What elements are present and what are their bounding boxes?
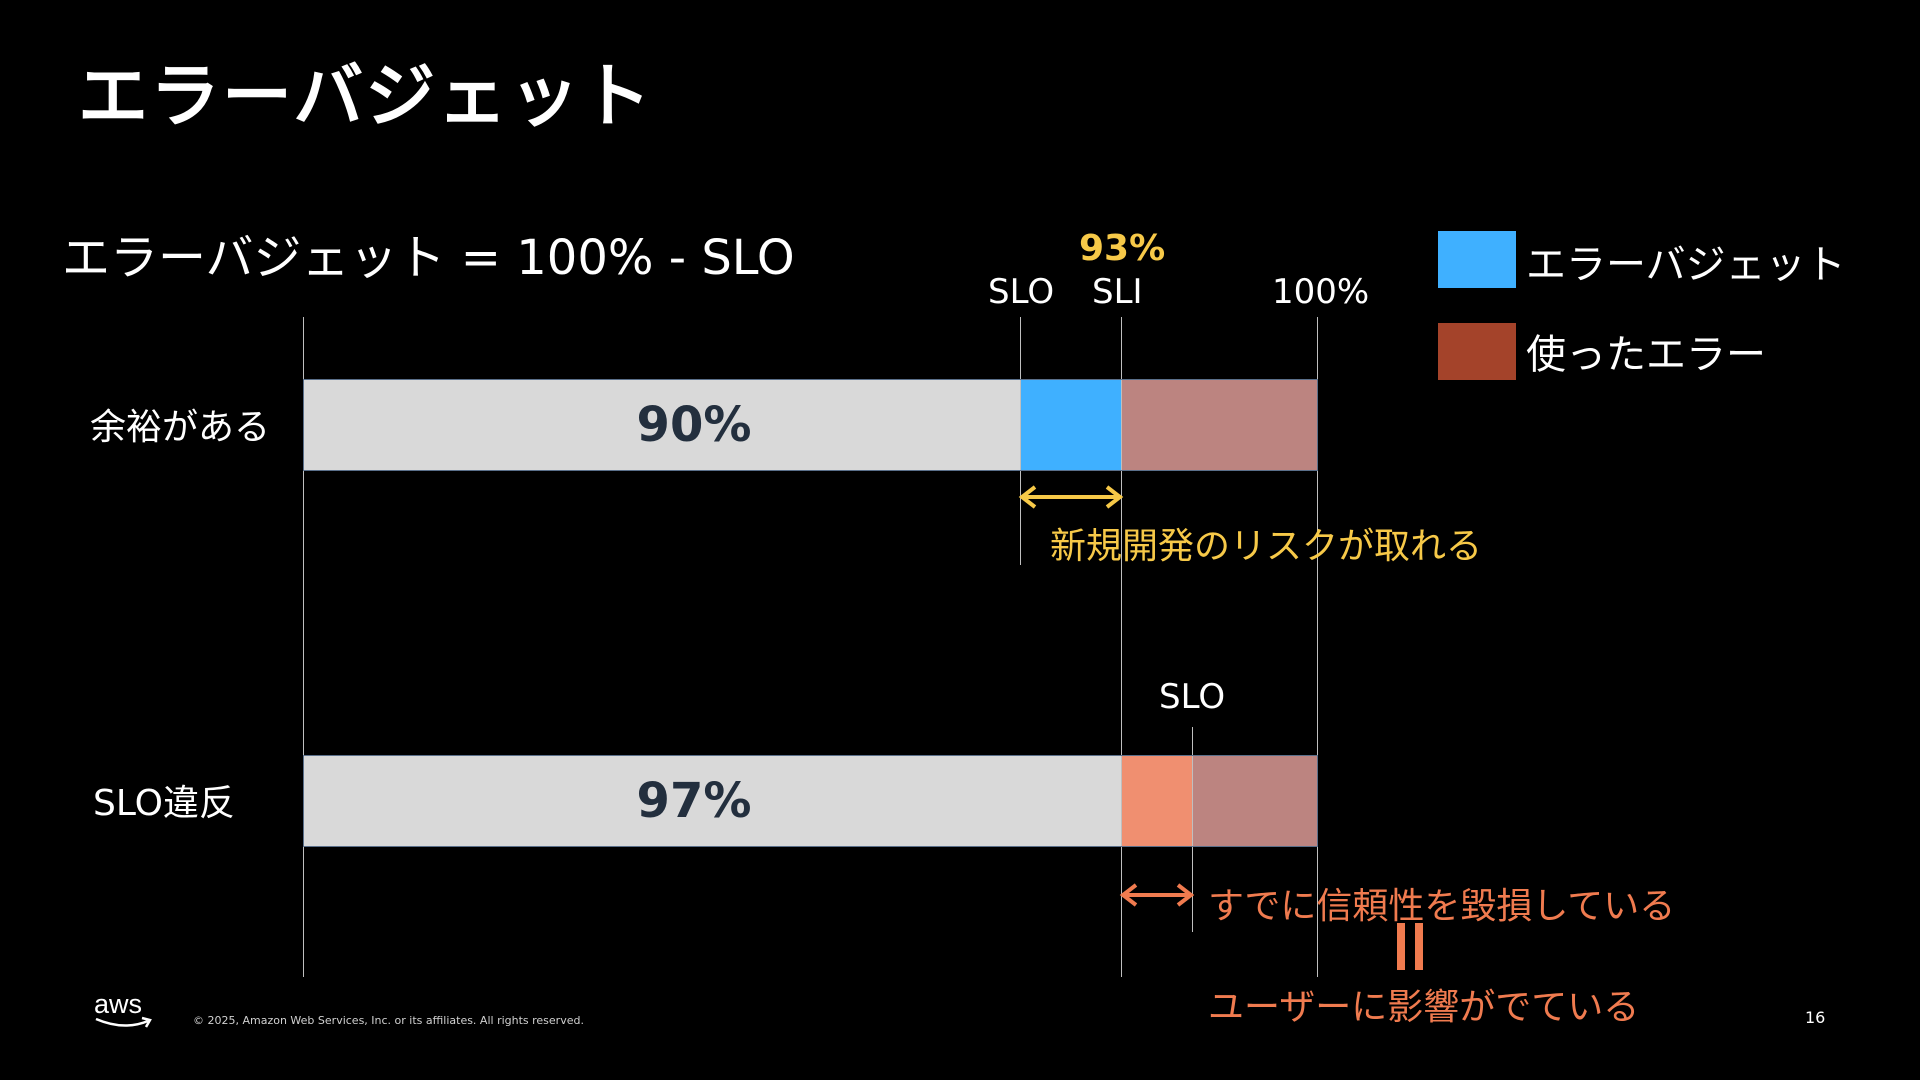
aws-logo-text: aws	[94, 989, 143, 1019]
aws-logo: aws	[94, 990, 156, 1032]
guide-line-slo-top	[1020, 317, 1021, 565]
bar-2-violation-segment	[1122, 756, 1192, 846]
guide-line-sli	[1121, 317, 1122, 977]
legend-swatch-error-budget	[1438, 231, 1516, 288]
equals-sign-vertical	[1397, 923, 1425, 970]
bar-2-slo-percent: 97%	[636, 773, 752, 829]
bar-2-base-segment	[304, 756, 1121, 846]
row-label-margin: 余裕がある	[90, 407, 271, 448]
bar-2-used-error-segment	[1193, 756, 1317, 846]
legend-label-error-budget: エラーバジェット	[1526, 242, 1846, 288]
slo-marker-top: SLO	[988, 272, 1055, 312]
slide-title: エラーバジェット	[78, 55, 654, 137]
guide-line-slo-bottom	[1192, 727, 1193, 932]
slo-marker-bottom: SLO	[1159, 677, 1226, 717]
note-reliability-damaged: すでに信頼性を毀損している	[1208, 886, 1676, 927]
bar-1-error-budget-segment	[1021, 380, 1121, 470]
bar-2-frame	[303, 755, 1318, 847]
hundred-percent-marker: 100%	[1272, 272, 1370, 312]
sli-value-label: 93%	[1079, 228, 1166, 269]
guide-line-100-percent	[1317, 317, 1318, 977]
bar-1-base-segment	[304, 380, 1020, 470]
aws-smile-icon	[95, 1016, 152, 1028]
bar-1-frame	[303, 379, 1318, 471]
bar-1-used-error-segment	[1122, 380, 1317, 470]
guide-line-0-percent	[303, 317, 304, 977]
copyright-text: © 2025, Amazon Web Services, Inc. or its…	[193, 1014, 584, 1027]
error-budget-formula: エラーバジェット = 100% - SLO	[62, 230, 795, 286]
legend-label-used-error: 使ったエラー	[1526, 332, 1766, 378]
note-new-development-risk: 新規開発のリスクが取れる	[1050, 526, 1483, 567]
page-number: 16	[1805, 1008, 1826, 1027]
note-user-impact: ユーザーに影響がでている	[1208, 987, 1640, 1028]
sli-marker: SLI	[1092, 272, 1143, 312]
bar-1-slo-percent: 90%	[636, 397, 752, 453]
double-arrow-error-budget	[1018, 485, 1124, 509]
legend-swatch-used-error	[1438, 323, 1516, 380]
row-label-slo-violation: SLO違反	[93, 783, 235, 824]
double-arrow-violation	[1119, 883, 1195, 907]
